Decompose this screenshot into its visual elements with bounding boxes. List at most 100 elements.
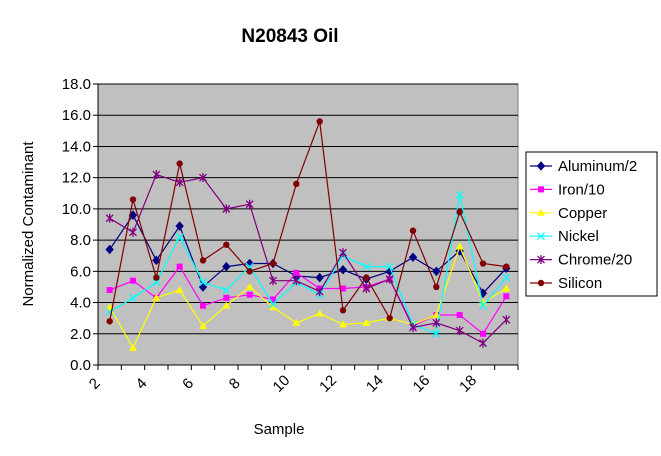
data-point [200,302,206,309]
x-tick-label: 16 [410,372,434,396]
legend-label: Iron/10 [558,181,605,198]
data-point [292,276,301,286]
legend-item: Iron/10 [530,181,605,198]
data-point [129,293,137,302]
data-point [537,208,545,216]
x-tick-label: 14 [363,372,387,396]
data-point [432,266,441,277]
legend-label: Nickel [558,228,599,245]
data-point [222,286,231,295]
data-point [536,161,546,171]
data-point [175,221,184,231]
x-tick-label: 2 [86,375,104,393]
data-point [432,329,441,338]
chart-title: N20843 Oil [241,26,338,47]
data-point [385,274,394,284]
x-tick-label: 4 [133,375,151,393]
data-point [106,287,113,294]
legend-label: Silicon [558,275,602,292]
data-point [456,312,463,319]
data-point [246,268,253,275]
data-point [538,186,544,193]
data-point [502,315,511,325]
data-point [315,309,324,317]
series-line [109,213,507,295]
data-point [105,213,114,223]
data-point [433,283,440,291]
data-point [363,274,370,281]
x-tick-label: 8 [226,375,244,393]
data-point [199,257,207,264]
data-point [340,285,346,292]
data-point [152,170,161,180]
data-point [223,294,230,301]
y-tick-label: 10.0 [62,201,91,218]
legend-label: Chrome/20 [558,252,632,269]
y-tick-label: 8.0 [70,232,91,249]
data-point [199,321,207,329]
data-point [503,293,510,300]
data-point [105,244,114,255]
y-axis-title: Normalized Contaminant [20,141,37,307]
data-point [455,326,464,336]
data-point [432,318,441,328]
x-axis-title: Sample [254,421,305,438]
data-point [245,199,254,209]
legend: Aluminum/2 Iron/10 Copper Nickel Chrome/20 Si… [525,151,658,297]
data-point [223,241,230,248]
data-point [339,307,347,314]
data-point [175,286,184,294]
data-point [409,227,417,234]
data-point [502,284,511,292]
data-point [537,232,545,241]
y-tick-label: 12.0 [62,170,91,187]
data-point [199,173,207,183]
series-line [109,121,507,322]
legend-item: Copper [530,205,607,222]
data-point [176,160,183,167]
data-point [129,343,137,351]
data-point [292,318,301,326]
legend-label: Aluminum/2 [558,158,637,175]
series-silicon [106,118,510,325]
data-point [409,323,417,333]
legend-box [525,151,658,297]
data-point [269,260,277,267]
legend-label: Copper [558,205,607,222]
data-point [385,262,394,271]
data-point [408,252,418,263]
y-tick-label: 4.0 [70,295,91,312]
data-point [245,282,254,290]
data-point [152,255,161,266]
data-point [480,330,486,337]
legend-item: Silicon [530,275,602,292]
data-point [293,269,300,276]
data-point [153,274,160,281]
legend-item: Nickel [530,228,599,245]
series-nickel [105,190,511,338]
data-point [479,338,487,348]
x-tick-label: 10 [270,372,294,396]
series-line [109,194,507,335]
data-point [339,248,347,258]
data-point [222,301,231,309]
data-point [129,227,137,237]
x-axis-ticks: 2 4 6 8 10 12 14 16 18 [86,365,519,396]
data-point [176,263,183,270]
x-tick-label: 6 [179,375,197,393]
data-point [456,208,463,216]
data-point [175,233,184,241]
data-point [386,314,393,322]
data-point [293,180,300,188]
data-point [362,284,371,294]
data-point [479,260,487,267]
data-point [199,278,207,287]
data-point [338,265,348,275]
series-line [109,265,507,335]
data-point [152,278,161,287]
data-point [315,272,324,283]
data-point [246,291,253,298]
data-point [502,273,511,282]
data-point [269,300,277,309]
